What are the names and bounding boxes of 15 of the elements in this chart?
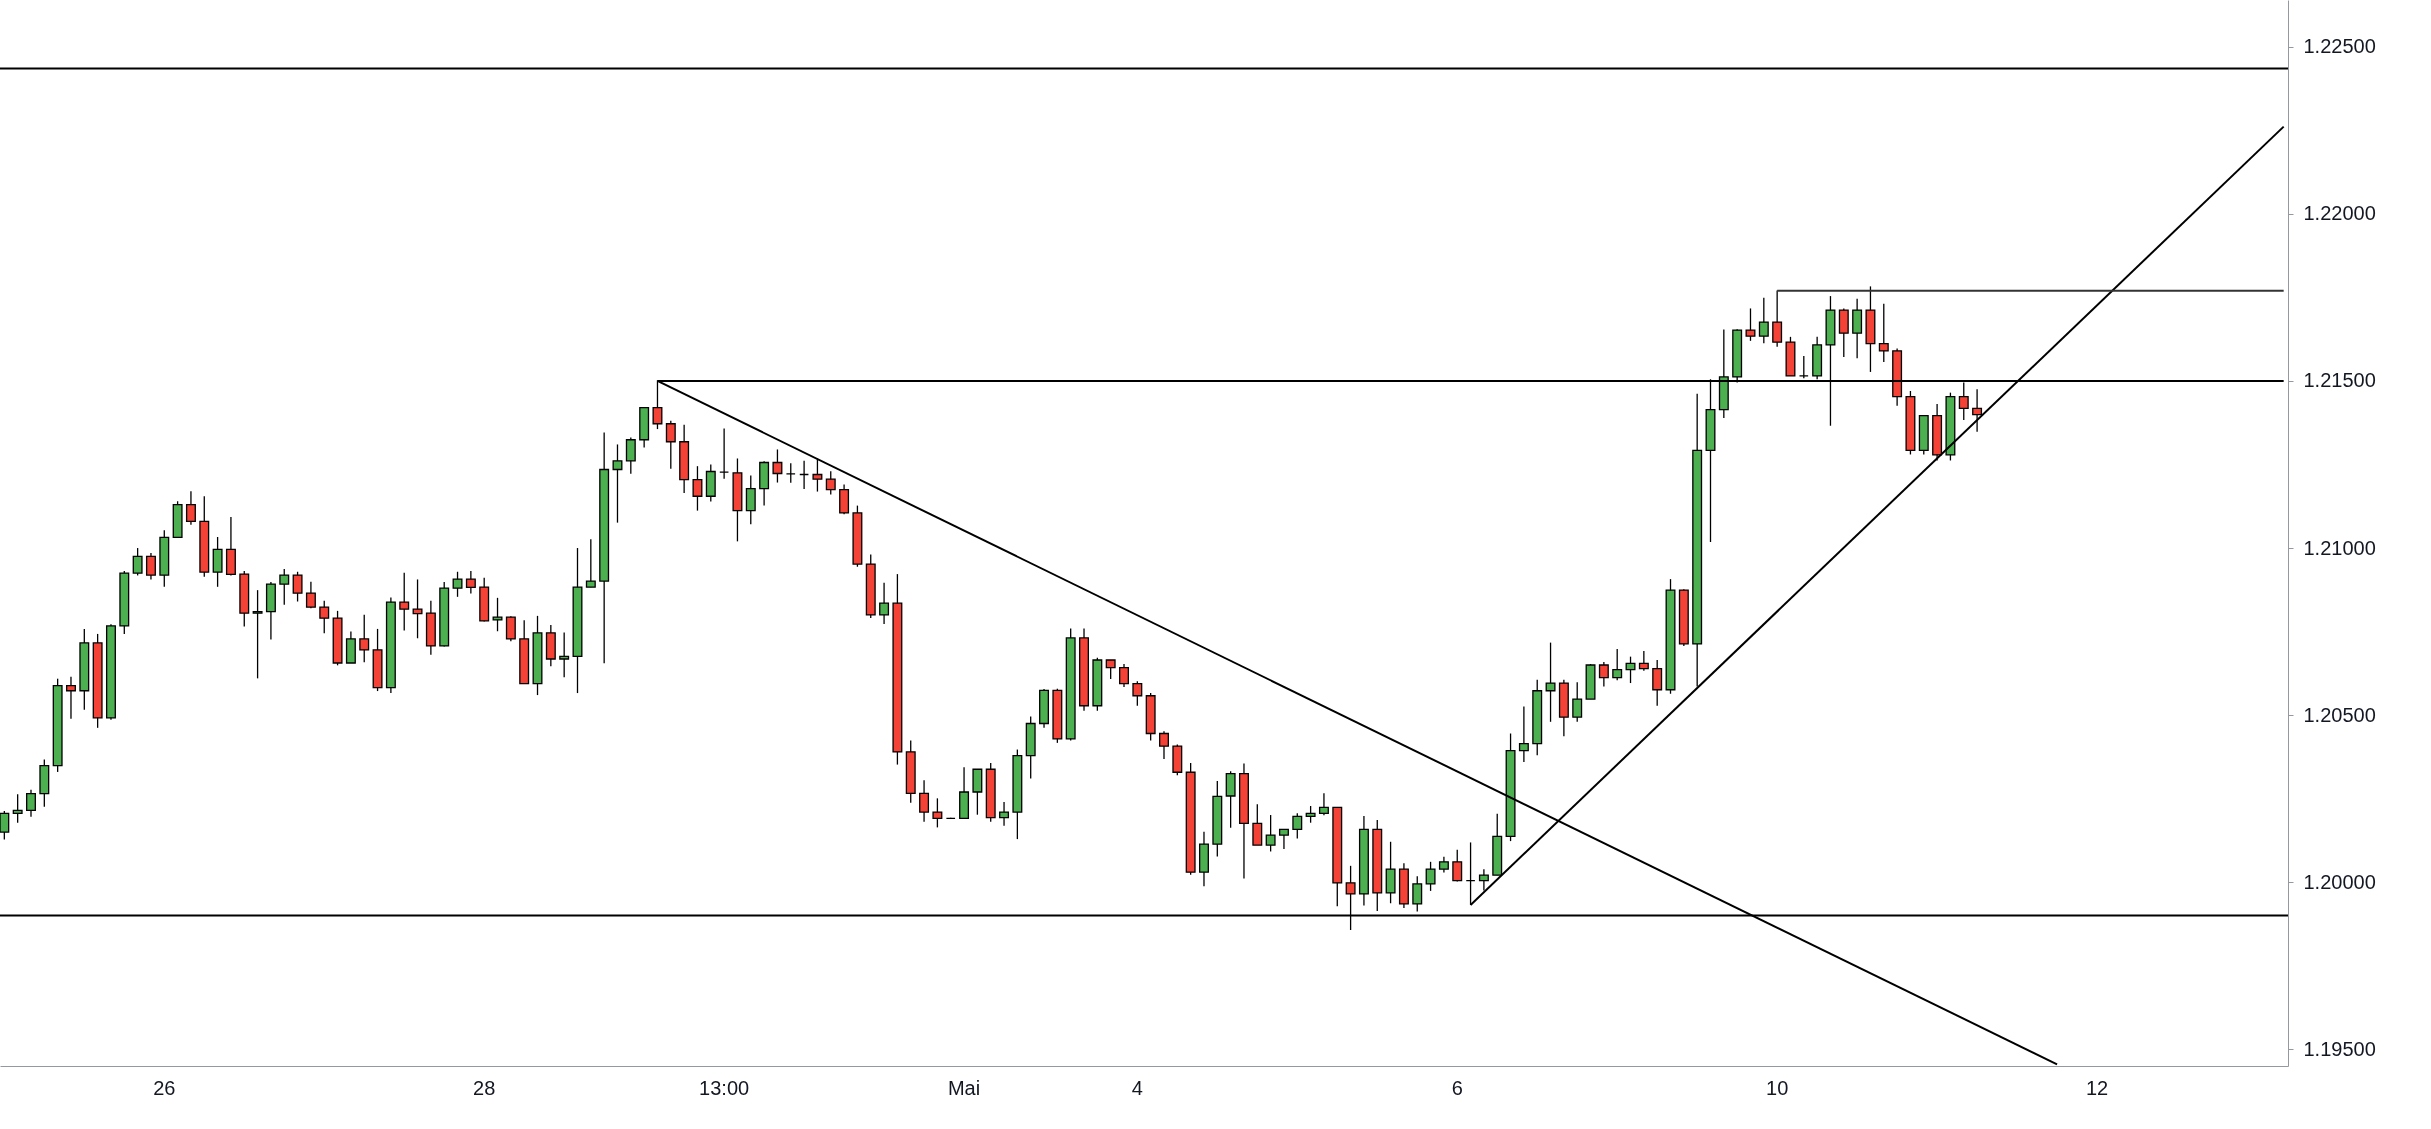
x-tick-label: 12: [2085, 1076, 2109, 1099]
y-tick-label: 1.20000: [2303, 870, 2376, 893]
x-tick-label: 6: [1451, 1076, 1463, 1099]
y-tick-label: 1.22000: [2303, 202, 2376, 225]
y-tick-label: 1.22500: [2303, 35, 2376, 58]
y-tick-label: 1.21000: [2303, 536, 2376, 559]
x-tick-label: 10: [1766, 1076, 1789, 1099]
x-tick-label: Mai: [947, 1076, 981, 1099]
x-tick-label: 13:00: [699, 1076, 750, 1099]
x-tick-label: 28: [473, 1076, 496, 1099]
x-tick-label: 26: [153, 1076, 176, 1099]
y-tick-label: 1.20500: [2303, 703, 2376, 726]
x-tick-label: 4: [1131, 1076, 1143, 1099]
y-tick-label: 1.21500: [2303, 369, 2376, 392]
y-tick-label: 1.19500: [2303, 1037, 2376, 1060]
